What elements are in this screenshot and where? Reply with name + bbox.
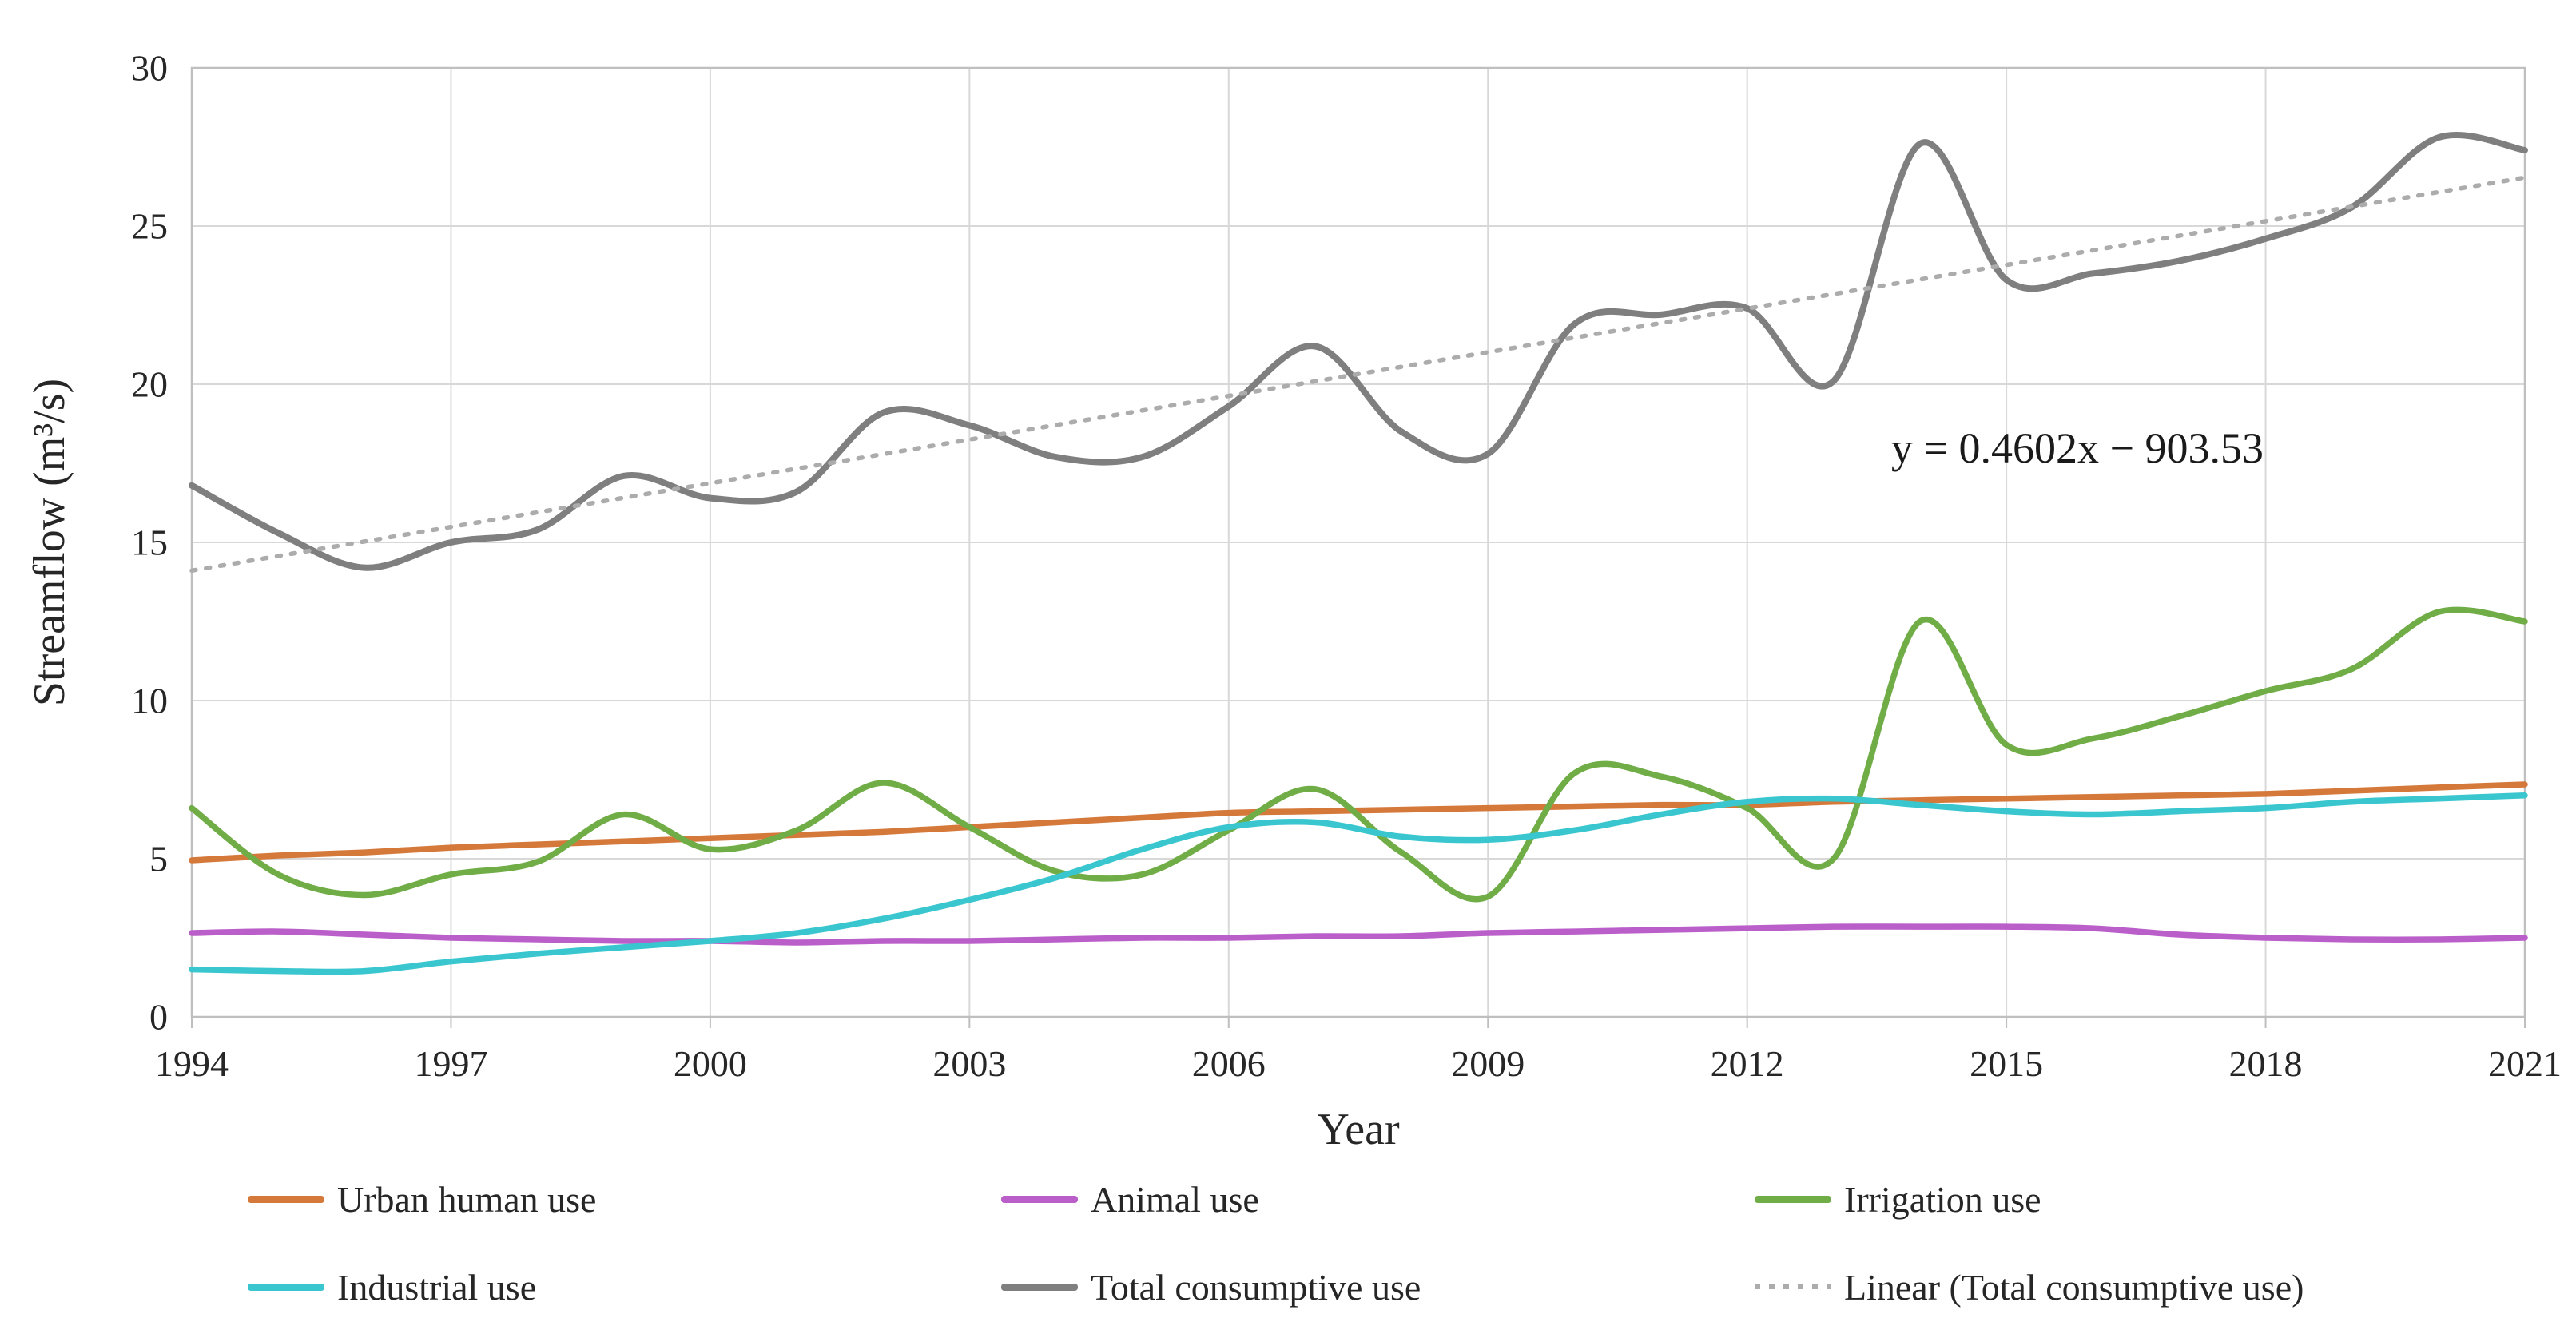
line-swatch-icon — [1001, 1195, 1078, 1203]
legend-label: Urban human use — [337, 1178, 597, 1220]
series-line-total — [189, 131, 2528, 571]
dotted-line-swatch-icon — [1755, 1284, 1831, 1289]
x-axis-tick-label: 1994 — [155, 1043, 229, 1084]
legend-label: Total consumptive use — [1091, 1266, 1421, 1308]
legend-label: Linear (Total consumptive use) — [1844, 1266, 2304, 1308]
x-axis-tick-label: 2000 — [673, 1043, 747, 1084]
legend-item-urban: Urban human use — [248, 1176, 596, 1222]
y-axis-tick-label: 0 — [149, 996, 168, 1038]
y-axis-tick-label: 10 — [131, 680, 168, 721]
trendline-linear — [189, 175, 2527, 574]
trendline-equation-annotation: y = 0.4602x − 903.53 — [1891, 424, 2264, 472]
line-swatch-icon — [1001, 1283, 1078, 1291]
x-axis-title: Year — [1317, 1105, 1400, 1154]
x-axis-tick-label: 2012 — [1710, 1043, 1784, 1084]
legend-label: Animal use — [1091, 1178, 1259, 1220]
x-axis-tick-label: 1997 — [414, 1043, 488, 1084]
y-axis-tick-label: 5 — [149, 838, 168, 879]
x-axis-tick-label: 2009 — [1451, 1043, 1525, 1084]
series-line-urban — [189, 781, 2528, 864]
legend-item-linear: Linear (Total consumptive use) — [1755, 1264, 2304, 1310]
plot-border — [190, 66, 2526, 1018]
x-axis-tick-label: 2021 — [2488, 1043, 2562, 1084]
y-axis-tick-label: 30 — [131, 47, 168, 89]
legend-label: Irrigation use — [1844, 1178, 2041, 1220]
series-line-irrigation — [189, 606, 2528, 903]
x-axis-tick-label: 2006 — [1191, 1043, 1266, 1084]
x-axis-tick-label: 2018 — [2228, 1043, 2303, 1084]
legend-label: Industrial use — [337, 1266, 537, 1308]
x-axis-tick-label: 2015 — [1970, 1043, 2044, 1084]
line-swatch-icon — [248, 1195, 324, 1203]
legend-item-animal: Animal use — [1001, 1176, 1259, 1222]
series-line-industrial — [189, 792, 2528, 975]
y-axis-tick-label: 25 — [131, 205, 168, 247]
series-line-animal — [189, 923, 2528, 946]
legend-item-irrigation: Irrigation use — [1755, 1176, 2041, 1222]
x-axis-tick-label: 2003 — [932, 1043, 1007, 1084]
legend-item-industrial: Industrial use — [248, 1264, 536, 1310]
line-swatch-icon — [1755, 1195, 1831, 1203]
y-axis-tick-label: 15 — [131, 522, 168, 563]
y-axis-tick-label: 20 — [131, 363, 168, 405]
line-swatch-icon — [248, 1283, 324, 1291]
legend-item-total: Total consumptive use — [1001, 1264, 1421, 1310]
